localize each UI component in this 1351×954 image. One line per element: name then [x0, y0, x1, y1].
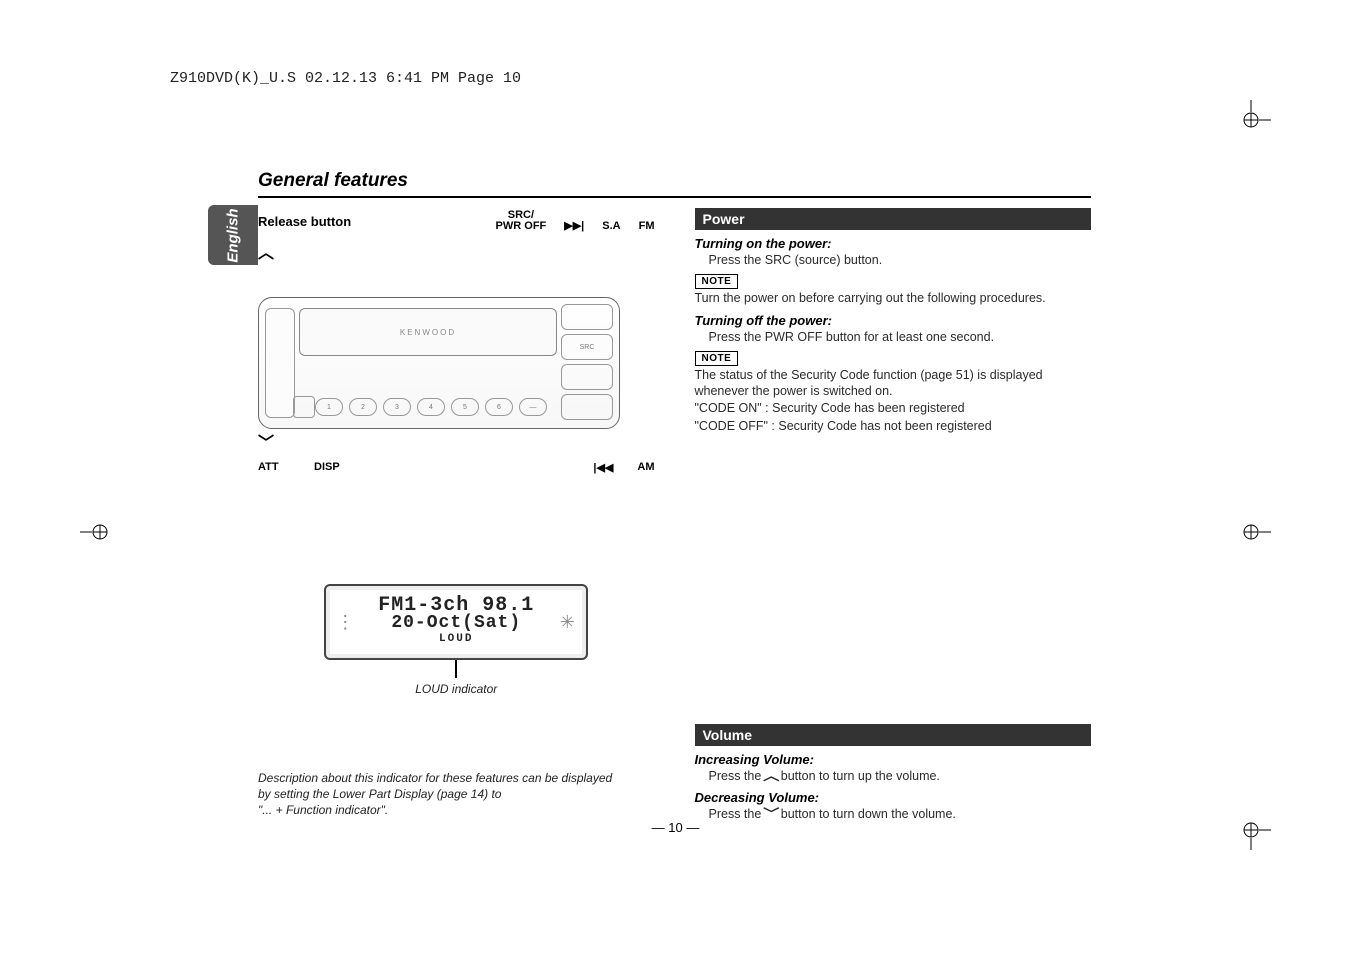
- language-tab: English: [208, 205, 258, 265]
- vol-inc-post: button to turn up the volume.: [777, 769, 940, 783]
- preset-3: 3: [383, 398, 411, 416]
- head-unit-illustration: KENWOOD 1 2 3 4 5 6 — SRC: [258, 297, 620, 429]
- label-fm: FM: [639, 220, 655, 232]
- crop-mark-left: [80, 512, 120, 557]
- label-prev-track: |◀◀: [593, 461, 613, 474]
- footnote: Description about this indicator for the…: [258, 770, 612, 819]
- footnote-line-1: Description about this indicator for the…: [258, 771, 612, 785]
- power-off-body: Press the PWR OFF button for at least on…: [709, 329, 1092, 345]
- label-att: ATT: [258, 461, 314, 474]
- device-left-pad: [265, 308, 295, 418]
- device-btn-1: [561, 304, 613, 330]
- device-right-pad: SRC: [561, 304, 613, 422]
- volume-section-bar: Volume: [695, 724, 1092, 746]
- power-on-body: Press the SRC (source) button.: [709, 252, 1092, 268]
- power-off-note-1: The status of the Security Code function…: [695, 367, 1092, 400]
- section-title-row: General features: [258, 170, 1091, 198]
- preset-1: 1: [315, 398, 343, 416]
- print-header: Z910DVD(K)_U.S 02.12.13 6:41 PM Page 10: [170, 70, 521, 87]
- device-btn-3: [561, 364, 613, 390]
- preset-5: 5: [451, 398, 479, 416]
- preset-6: 6: [485, 398, 513, 416]
- label-am: AM: [637, 461, 654, 474]
- lcd-screen: ⋮ ✳ FM1-3ch 98.1 20-Oct(Sat) LOUD: [324, 584, 588, 660]
- loud-leader-line: [455, 660, 457, 678]
- device-btn-src: SRC: [561, 334, 613, 360]
- loud-caption: LOUD indicator: [415, 682, 497, 696]
- lcd-loud-indicator: LOUD: [326, 633, 586, 645]
- device-bottom-labels: ATT DISP |◀◀ AM: [258, 461, 655, 474]
- device-btn-4: [561, 394, 613, 420]
- power-on-heading: Turning on the power:: [695, 236, 1092, 251]
- power-off-note-3: "CODE OFF" : Security Code has not been …: [695, 418, 1092, 434]
- footnote-line-3: "... + Function indicator".: [258, 803, 388, 817]
- language-tab-label: English: [225, 208, 242, 262]
- power-on-note: Turn the power on before carrying out th…: [695, 290, 1092, 306]
- power-off-heading: Turning off the power:: [695, 313, 1092, 328]
- page-number: — 10 —: [0, 820, 1351, 835]
- volume-inc-body: Press the ︿ button to turn up the volume…: [709, 768, 1092, 784]
- label-src-pwroff: SRC/ PWR OFF: [496, 210, 547, 232]
- device-att-button: [293, 396, 315, 418]
- preset-extra: —: [519, 398, 547, 416]
- vol-up-icon: ︿: [763, 768, 779, 784]
- label-sa: S.A: [602, 220, 620, 232]
- preset-2: 2: [349, 398, 377, 416]
- up-arrow-icon: ︿: [258, 239, 274, 263]
- vol-dec-pre: Press the: [709, 807, 765, 821]
- volume-dec-heading: Decreasing Volume:: [695, 790, 1092, 805]
- preset-4: 4: [417, 398, 445, 416]
- device-screen: KENWOOD: [299, 308, 557, 356]
- note-label-2: NOTE: [695, 351, 739, 366]
- power-off-note-2: "CODE ON" : Security Code has been regis…: [695, 400, 1092, 416]
- vol-dec-post: button to turn down the volume.: [777, 807, 956, 821]
- lcd-line-2: 20-Oct(Sat): [326, 613, 586, 633]
- power-section-bar: Power: [695, 208, 1092, 230]
- crop-mark-right: [1231, 512, 1271, 557]
- device-top-labels: SRC/ PWR OFF ▶▶| S.A FM: [496, 210, 655, 232]
- footnote-line-2: by setting the Lower Part Display (page …: [258, 787, 501, 801]
- device-preset-row: 1 2 3 4 5 6 —: [315, 398, 547, 416]
- down-arrow-icon: ﹀: [258, 429, 274, 453]
- note-label-1: NOTE: [695, 274, 739, 289]
- label-next-track: ▶▶|: [564, 219, 584, 232]
- label-disp: DISP: [314, 461, 370, 474]
- volume-inc-heading: Increasing Volume:: [695, 752, 1092, 767]
- lcd-figure: ⋮ ✳ FM1-3ch 98.1 20-Oct(Sat) LOUD LOUD i…: [258, 584, 655, 696]
- vol-inc-pre: Press the: [709, 769, 765, 783]
- crop-mark-top-right: [1231, 100, 1271, 145]
- section-title: General features: [258, 170, 1091, 192]
